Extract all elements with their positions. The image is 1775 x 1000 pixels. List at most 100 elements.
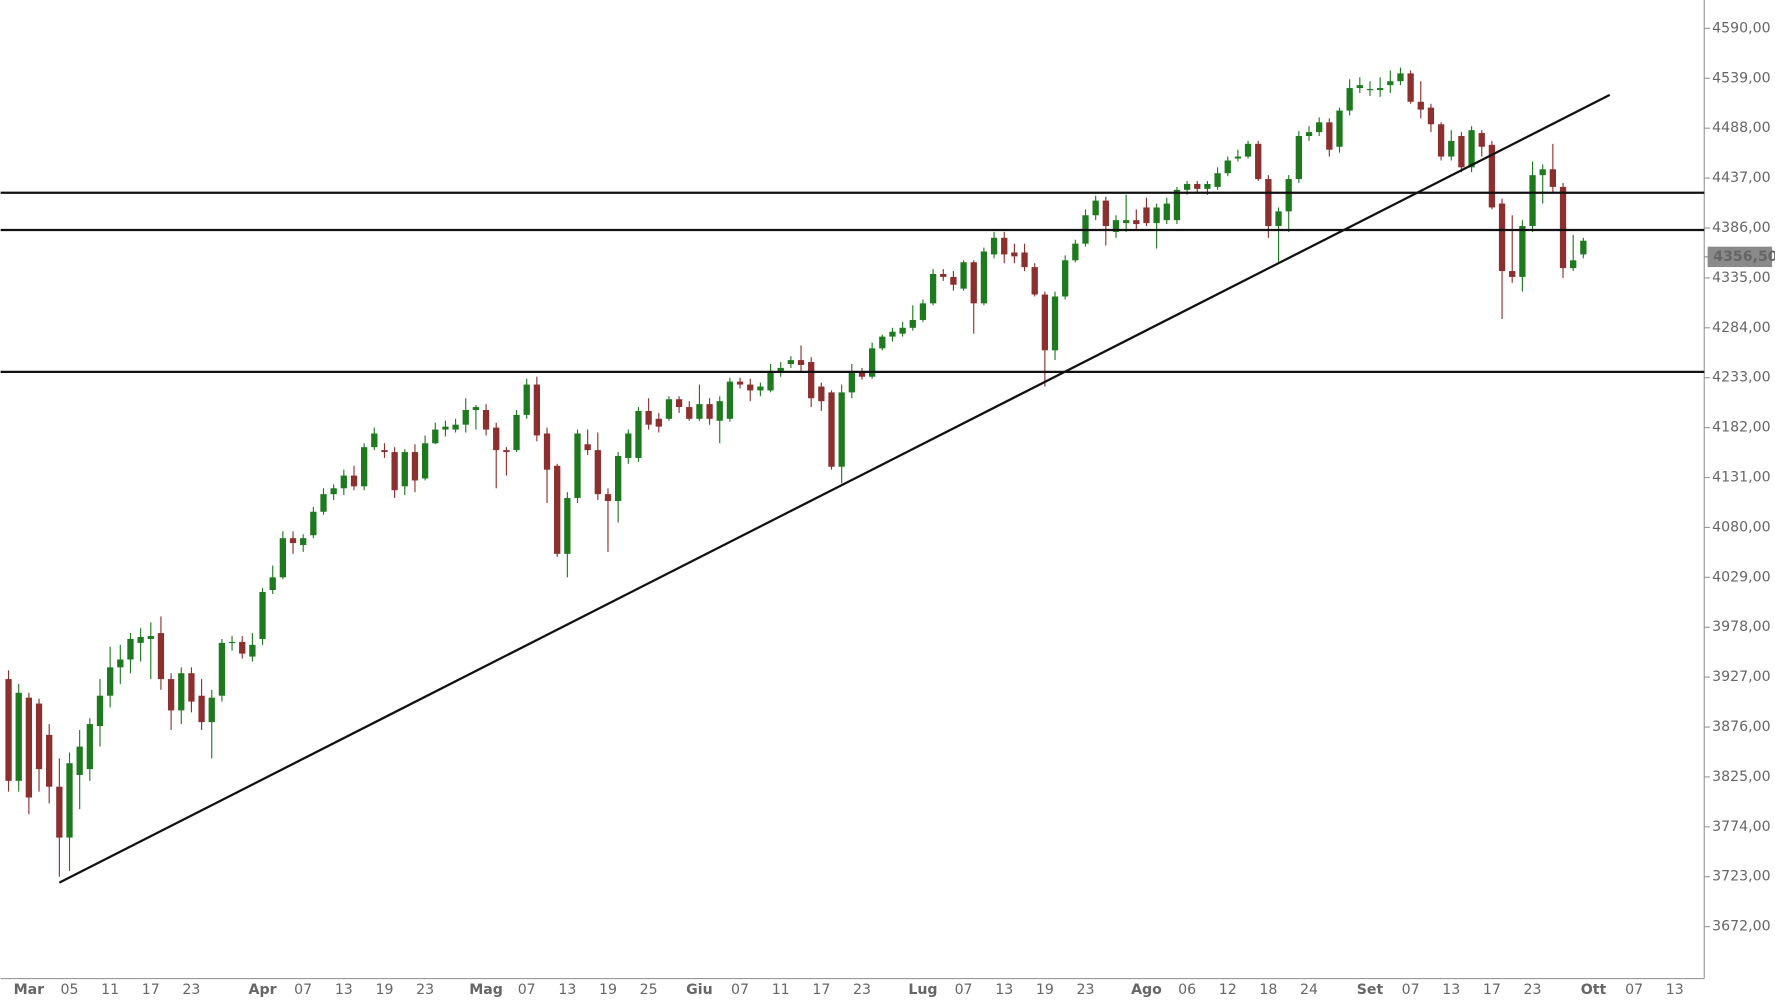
candle-body [726,381,734,419]
x-tick-label: 07 [955,982,973,998]
candle-body [1214,173,1221,187]
candle-body [1204,183,1211,189]
candle-body [767,370,774,391]
candle-body [716,401,723,421]
candle-body [1265,179,1272,227]
candle-body [198,695,205,723]
candle-body [675,399,683,408]
candle-body [330,488,337,495]
candle-body [167,679,175,711]
candle-body [1234,156,1242,159]
y-tick-label: 4233,00 [1712,370,1770,386]
y-tick-label: 4488,00 [1712,120,1770,136]
x-tick-label: 07 [731,982,749,998]
candle-body [787,360,795,365]
candle-body [117,659,124,668]
candle-body [1387,81,1394,86]
x-tick-label: 07 [518,982,536,998]
candle-body [747,384,754,391]
x-tick-label: 23 [1077,982,1095,998]
x-tick-label: 19 [375,982,393,998]
candle-body [554,465,561,554]
candle-body [1244,143,1252,157]
y-tick-label: 4029,00 [1712,569,1770,585]
y-tick-label: 4131,00 [1712,470,1770,486]
candle-body [1183,183,1191,190]
candle-body [300,538,307,546]
candle-body [462,409,469,425]
x-tick-label: 19 [1036,982,1054,998]
candle-body [421,443,429,479]
x-tick-label: Mag [469,982,503,998]
trendline [58,93,1611,884]
candle-body [360,447,368,487]
x-tick-label: 25 [640,982,658,998]
x-tick-label: 07 [1402,982,1420,998]
candle-body [645,410,652,425]
candle-body [1570,260,1577,269]
candle-body [1285,179,1292,212]
candle-body [1194,183,1201,189]
last-price-label: 4356,50 [1713,249,1775,265]
x-tick-label: Apr [249,982,277,998]
candle-body [35,703,43,770]
candle-body [157,633,165,680]
candle-body [1295,136,1303,180]
x-tick-label: 07 [294,982,312,998]
candle-body [1011,252,1018,257]
y-tick-label: 3774,00 [1712,819,1770,835]
candle-body [1316,122,1323,133]
candle-body [1549,169,1557,187]
y-tick-label: 4590,00 [1712,20,1770,36]
candle-body [1062,260,1069,297]
candle-body [1041,294,1049,351]
candle-body [1143,207,1150,224]
candle-body [879,336,886,349]
candle-body [899,327,906,334]
candle-body [1305,132,1313,137]
candle-body [818,386,825,402]
x-tick-label: 13 [335,982,353,998]
candle-body [320,494,327,512]
candle-body [1559,186,1567,269]
candle-body [533,384,541,436]
candle-body [1376,88,1384,91]
candle-body [25,697,33,798]
candle-body [493,427,500,451]
candle-body [665,399,673,419]
candle-body [411,452,419,481]
candle-body [614,455,622,501]
y-tick-label: 3978,00 [1712,619,1770,635]
candle-body [736,381,744,385]
candle-body [178,673,185,711]
candle-body [1407,73,1414,102]
x-tick-label: 11 [772,982,790,998]
candle-body [777,367,784,373]
x-tick-label: 24 [1300,982,1318,998]
candle-body [442,426,449,430]
x-tick-label: 23 [853,982,871,998]
candle-body [350,475,358,487]
candle-body [472,407,480,410]
candle-body [757,386,764,391]
candle-body [696,404,703,419]
y-tick-label: 4284,00 [1712,320,1770,336]
candle-body [401,452,408,487]
candle-body [828,392,835,467]
candle-body [1417,101,1424,110]
candle-body [391,452,398,491]
candle-body [482,409,490,430]
y-tick-label: 4335,00 [1712,270,1770,286]
x-tick-label: 13 [1442,982,1460,998]
candle-body [980,251,988,304]
y-tick-label: 4386,00 [1712,220,1770,236]
x-tick-label: Set [1357,982,1384,998]
candle-body [1519,226,1526,277]
candle-body [858,372,866,377]
candle-body [848,372,855,393]
y-tick-label: 4437,00 [1712,170,1770,186]
y-tick-label: 3723,00 [1712,869,1770,885]
candle-body [1153,207,1160,224]
candle-body [1509,271,1516,277]
candle-body [147,636,154,639]
